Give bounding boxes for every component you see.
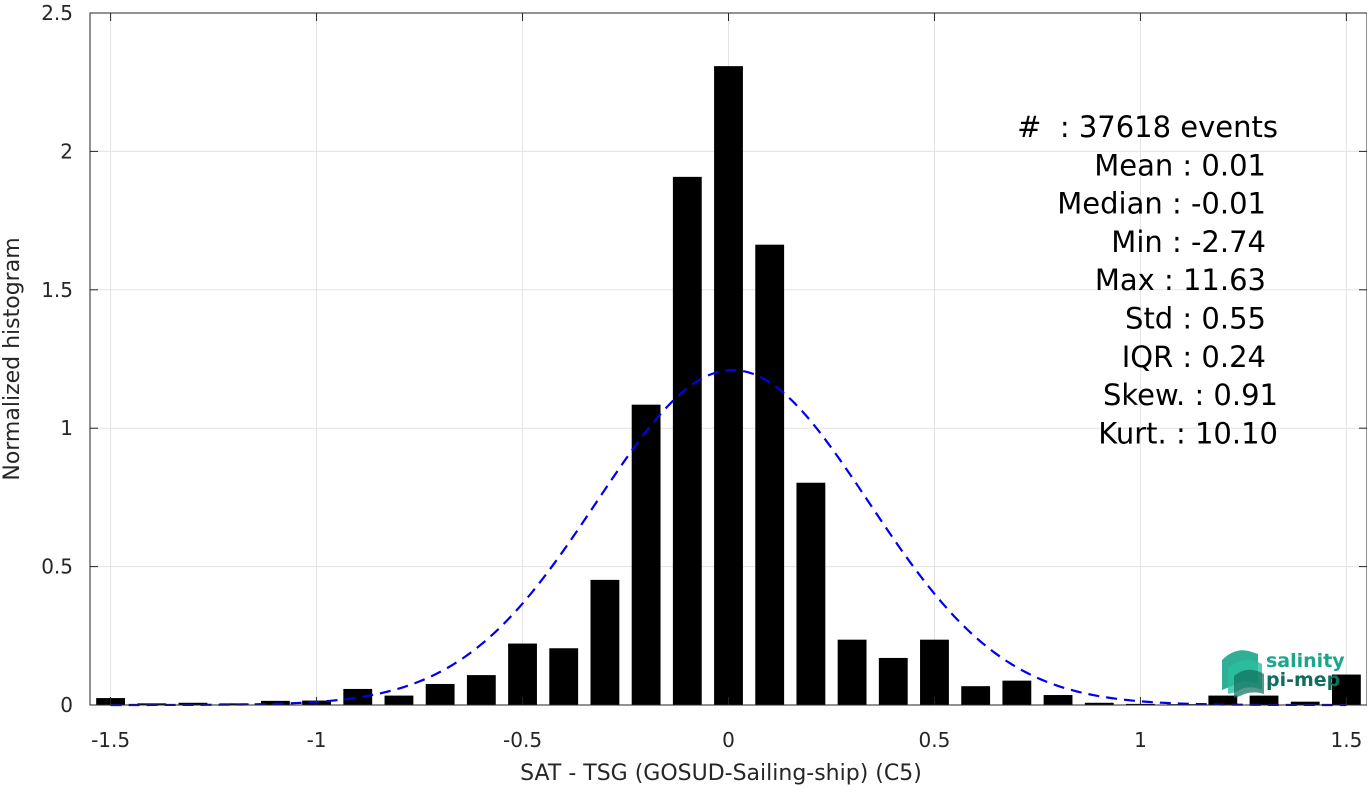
y-tick-label: 2 bbox=[60, 139, 73, 163]
histogram-bar bbox=[920, 639, 949, 705]
salinity-pi-mep-logo: salinity pi-mep bbox=[1222, 650, 1345, 698]
stat-line: Skew. : 0.91 bbox=[1103, 378, 1278, 412]
y-tick-label: 1 bbox=[60, 416, 73, 440]
stat-line: Min : -2.74 bbox=[1111, 225, 1266, 259]
histogram-bar bbox=[837, 639, 867, 705]
stat-line: # : 37618 events bbox=[1017, 110, 1278, 144]
histogram-bar bbox=[1084, 702, 1114, 705]
histogram-bar bbox=[508, 643, 537, 705]
histogram-bar bbox=[466, 675, 496, 705]
histogram-bar bbox=[878, 657, 908, 705]
histogram-bar bbox=[384, 695, 414, 705]
x-tick-label: -1.5 bbox=[91, 728, 130, 752]
histogram-bar bbox=[961, 686, 991, 705]
histogram-bar bbox=[425, 683, 455, 705]
stat-line: Max : 11.63 bbox=[1095, 263, 1266, 297]
y-tick-label: 0.5 bbox=[41, 555, 73, 579]
stat-line: Median : -0.01 bbox=[1057, 187, 1266, 221]
logo-line-2: pi-mep bbox=[1266, 669, 1340, 691]
histogram-bar bbox=[1208, 695, 1238, 705]
histogram-bar bbox=[1002, 680, 1032, 705]
x-tick-label: 0 bbox=[722, 728, 735, 752]
stat-line: Std : 0.55 bbox=[1125, 302, 1266, 336]
histogram-bar bbox=[1249, 695, 1279, 705]
logo-wave-icon bbox=[1222, 650, 1264, 698]
histogram-bar bbox=[343, 688, 373, 705]
statistics-panel: # : 37618 events Mean : 0.01 Median : -0.0… bbox=[1017, 110, 1278, 450]
histogram-bar bbox=[549, 648, 579, 705]
x-tick-label: 1 bbox=[1134, 728, 1147, 752]
histogram-bar bbox=[796, 482, 826, 705]
stat-line: IQR : 0.24 bbox=[1122, 340, 1266, 374]
histogram-bar bbox=[1290, 701, 1320, 705]
y-tick-label: 1.5 bbox=[41, 278, 73, 302]
histogram-bar bbox=[714, 66, 743, 705]
histogram-bar bbox=[590, 579, 620, 705]
y-tick-label: 0 bbox=[60, 693, 73, 717]
histogram-bar bbox=[631, 404, 661, 705]
stat-line: Mean : 0.01 bbox=[1094, 148, 1266, 182]
stat-line: Kurt. : 10.10 bbox=[1098, 416, 1278, 450]
histogram-bar bbox=[1043, 695, 1073, 705]
x-tick-label: 0.5 bbox=[919, 728, 951, 752]
histogram-bar bbox=[672, 176, 702, 705]
x-tick-label: -0.5 bbox=[503, 728, 542, 752]
histogram-bars bbox=[96, 66, 1361, 706]
histogram-bar bbox=[219, 703, 249, 705]
logo-line-1: salinity bbox=[1266, 650, 1345, 672]
y-axis-label: Normalized histogram bbox=[0, 237, 25, 480]
histogram-bar bbox=[755, 244, 785, 706]
x-tick-label: 1.5 bbox=[1330, 728, 1362, 752]
axis-ticks: -1.5 -1 -0.5 0 0.5 1 1.5 0 0.5 1 1.5 2 2.5 bbox=[41, 1, 1367, 752]
y-tick-label: 2.5 bbox=[41, 1, 73, 25]
x-axis-label: SAT - TSG (GOSUD-Sailing-ship) (C5) bbox=[520, 761, 922, 786]
x-tick-label: -1 bbox=[307, 728, 327, 752]
